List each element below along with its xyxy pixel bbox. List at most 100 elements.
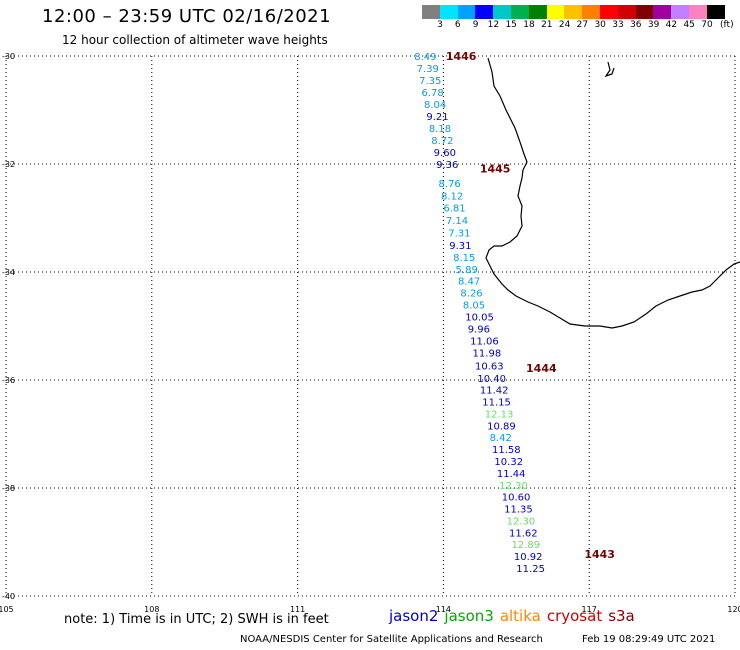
wave-height-label: 8.42 — [490, 433, 512, 444]
wave-height-label: 8.12 — [441, 191, 463, 202]
wave-height-label: 9.96 — [468, 325, 490, 336]
legend-level-label: 45 — [683, 20, 695, 30]
satellite-name-jason3: jason3 — [444, 607, 494, 625]
wave-height-label: 10.32 — [494, 457, 523, 468]
wave-height-label: 8.05 — [463, 300, 485, 311]
latitude-tick-labels: -30 -32 -34 -36 -38 -40 — [2, 52, 15, 601]
wave-height-label: 10.60 — [502, 493, 531, 504]
wave-height-label: 11.35 — [504, 505, 533, 516]
footer-note: note: 1) Time is in UTC; 2) SWH is in fe… — [64, 612, 329, 627]
coastline — [485, 57, 740, 329]
wave-height-label: 11.62 — [509, 528, 538, 539]
satellite-name-jason2: jason2 — [389, 607, 439, 625]
wave-height-label: 9.60 — [434, 148, 456, 159]
lat-tick-label: -36 — [2, 376, 15, 385]
legend-swatch — [671, 5, 689, 19]
legend-swatch — [617, 5, 636, 19]
lon-tick-label: 114 — [436, 605, 451, 614]
lon-tick-label: 120 — [727, 605, 740, 614]
legend-level-label: 18 — [523, 20, 535, 30]
generated-time: Feb 19 08:29:49 UTC 2021 — [582, 634, 716, 645]
legend-swatch — [422, 5, 440, 19]
wave-height-label: 10.63 — [475, 361, 504, 372]
legend-swatch — [528, 5, 547, 19]
lat-tick-label: -32 — [2, 160, 15, 169]
satellite-name-s3a: s3a — [608, 607, 635, 625]
wave-height-label: 11.58 — [492, 445, 521, 456]
wave-height-label: 8.49 — [414, 52, 436, 63]
legend-swatch — [599, 5, 618, 19]
lat-tick-label: -30 — [2, 52, 15, 61]
map-grid — [5, 55, 736, 597]
wave-height-label: 12.30 — [507, 516, 536, 527]
wave-height-label: 11.25 — [516, 564, 545, 575]
wave-height-label: 7.31 — [448, 229, 470, 240]
legend-level-label: 27 — [576, 20, 589, 30]
legend-level-label: 9 — [472, 20, 479, 30]
pass-time-label: 1443 — [584, 548, 615, 561]
lat-tick-label: -38 — [2, 484, 15, 493]
wave-height-label: 7.14 — [446, 216, 468, 227]
wave-height-label: 10.40 — [477, 374, 506, 385]
map-title: 12:00 – 23:59 UTC 02/16/2021 — [42, 6, 332, 27]
wave-height-label: 7.35 — [419, 76, 441, 87]
legend-swatch — [457, 5, 476, 19]
legend-level-label: 3 — [437, 20, 443, 30]
pass-time-label: 1445 — [480, 162, 511, 175]
wave-height-label: 11.42 — [480, 386, 509, 397]
legend-swatch — [546, 5, 565, 19]
legend-level-label: 36 — [630, 20, 642, 30]
satellite-name-cryosat: cryosat — [546, 607, 603, 625]
wave-height-label: 9.31 — [449, 241, 471, 252]
legend-level-label: 12 — [487, 20, 500, 30]
lon-tick-label: 108 — [144, 605, 159, 614]
wave-height-label: 5.89 — [456, 265, 478, 276]
longitude-tick-labels: 105 108 111 114 117 120 — [0, 605, 740, 614]
legend-swatch — [564, 5, 583, 19]
wave-height-label: 8.76 — [439, 179, 461, 190]
wave-height-label: 11.44 — [497, 469, 526, 480]
legend-swatch — [582, 5, 600, 19]
legend-level-label: 24 — [558, 20, 571, 30]
satellite-legend: jason2 jason3 altika cryosat s3a — [389, 607, 641, 625]
wave-height-label: 9.21 — [426, 112, 448, 123]
coastline-islet — [604, 61, 615, 78]
lon-tick-label: 105 — [0, 605, 14, 614]
legend-unit-label: (ft) — [720, 20, 734, 30]
wave-height-label: 7.39 — [417, 64, 439, 75]
legend-swatch — [475, 5, 494, 19]
legend-swatch — [653, 5, 672, 19]
wave-height-label: 8.72 — [431, 136, 453, 147]
legend-level-label: 42 — [665, 20, 678, 30]
legend-level-label: 30 — [594, 20, 606, 30]
wave-height-label: 6.78 — [422, 88, 444, 99]
wave-height-label: 12.30 — [499, 481, 528, 492]
wave-height-label: 10.92 — [514, 552, 543, 563]
wave-height-label: 11.06 — [470, 337, 499, 348]
satellite-name-altika: altika — [499, 607, 541, 625]
wave-height-label: 10.89 — [487, 421, 516, 432]
legend-swatch — [493, 5, 511, 19]
legend-swatch — [688, 5, 707, 19]
wave-height-label: 12.13 — [485, 409, 514, 420]
legend-swatch — [635, 5, 654, 19]
wave-height-label: 6.81 — [443, 204, 465, 215]
coastline-west-australia — [485, 57, 740, 329]
wave-height-label: 9.36 — [436, 160, 458, 171]
lon-tick-label: 111 — [290, 605, 305, 614]
legend-level-label: 15 — [505, 20, 517, 30]
legend-level-label: 70 — [701, 20, 713, 30]
pass-labels: 1446 1445 1444 1443 — [446, 50, 615, 561]
legend-level-label: 39 — [647, 20, 660, 30]
color-legend-bar — [422, 5, 725, 19]
credit-line: NOAA/NESDIS Center for Satellite Applica… — [240, 634, 543, 645]
wave-height-label: 11.98 — [473, 348, 502, 359]
wave-height-label: 10.05 — [465, 312, 494, 323]
wave-height-label: 8.47 — [458, 277, 480, 288]
pass-time-label: 1446 — [446, 50, 477, 63]
pass-time-label: 1444 — [526, 362, 557, 375]
wave-height-label: 8.15 — [453, 253, 475, 264]
legend-swatch — [510, 5, 529, 19]
lon-tick-label: 117 — [582, 605, 597, 614]
